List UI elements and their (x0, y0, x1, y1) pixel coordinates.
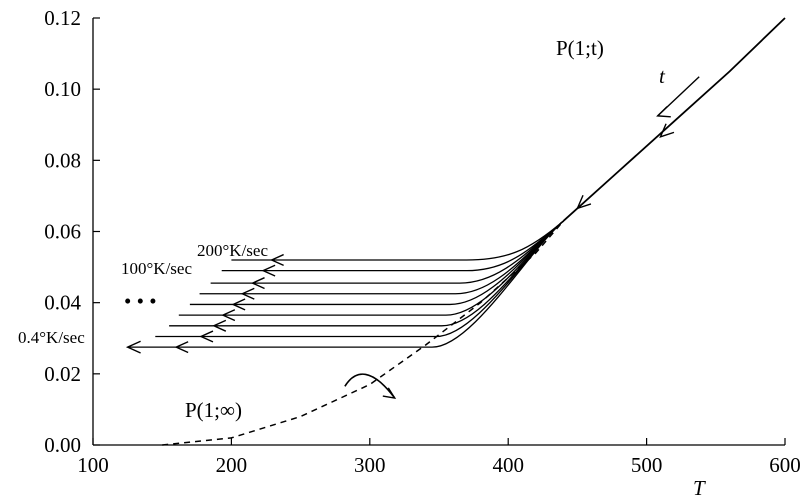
equilibrium-pointer-head (382, 387, 397, 399)
cooling-curve-arrow (261, 264, 276, 277)
rate-label-second: 100°K/sec (121, 259, 192, 278)
y-tick-label: 0.12 (44, 6, 81, 30)
time-label: t (659, 64, 666, 88)
main-curve-arrow-lower (576, 194, 592, 210)
y-tick-label: 0.00 (44, 433, 81, 457)
equilibrium-label: P(1;∞) (185, 398, 242, 422)
cooling-curve-arrow (231, 298, 246, 311)
ellipsis-dots: • • • (124, 289, 157, 313)
equilibrium-pointer-line (344, 373, 396, 399)
cooling-curve-arrow (221, 309, 236, 322)
cooling-curve-arrow (174, 341, 189, 354)
main-curve-line (562, 17, 786, 222)
y-tick-label: 0.02 (44, 362, 81, 386)
cooling-curve-line (231, 220, 564, 261)
x-axis-label: T (693, 476, 706, 497)
cooling-curve-arrow (240, 287, 255, 300)
curves (127, 17, 786, 446)
y-tick-label: 0.04 (44, 291, 81, 315)
cooling-curve-arrow (250, 277, 265, 290)
y-tick-label: 0.06 (44, 220, 81, 244)
cooling-curve-line (127, 220, 564, 348)
bottom-curve-arrow (125, 340, 141, 354)
axes (92, 18, 785, 446)
main-curve-label: P(1;t) (556, 36, 604, 60)
x-tick-label: 500 (631, 453, 663, 477)
y-tick-label: 0.10 (44, 77, 81, 101)
y-tick-label: 0.08 (44, 148, 81, 172)
x-tick-label: 400 (492, 453, 524, 477)
cooling-curve-arrow (269, 253, 284, 267)
cooling-curve-arrow (212, 319, 227, 332)
x-tick-label: 600 (769, 453, 801, 477)
time-arrow-head (656, 106, 671, 118)
cooling-curve-line (221, 220, 564, 272)
x-tick-label: 200 (216, 453, 248, 477)
main-curve-arrow-upper (659, 123, 675, 139)
cooling-curve-arrow (199, 330, 214, 343)
arrows (125, 76, 700, 399)
x-tick-label: 100 (77, 453, 109, 477)
ticks: 100 200 300 400 500 600 0.00 0.02 0.04 0.06 0.08 0.… (44, 6, 801, 477)
rate-label-top: 200°K/sec (197, 241, 268, 260)
rate-label-bottom: 0.4°K/sec (18, 328, 85, 347)
x-tick-label: 300 (354, 453, 386, 477)
